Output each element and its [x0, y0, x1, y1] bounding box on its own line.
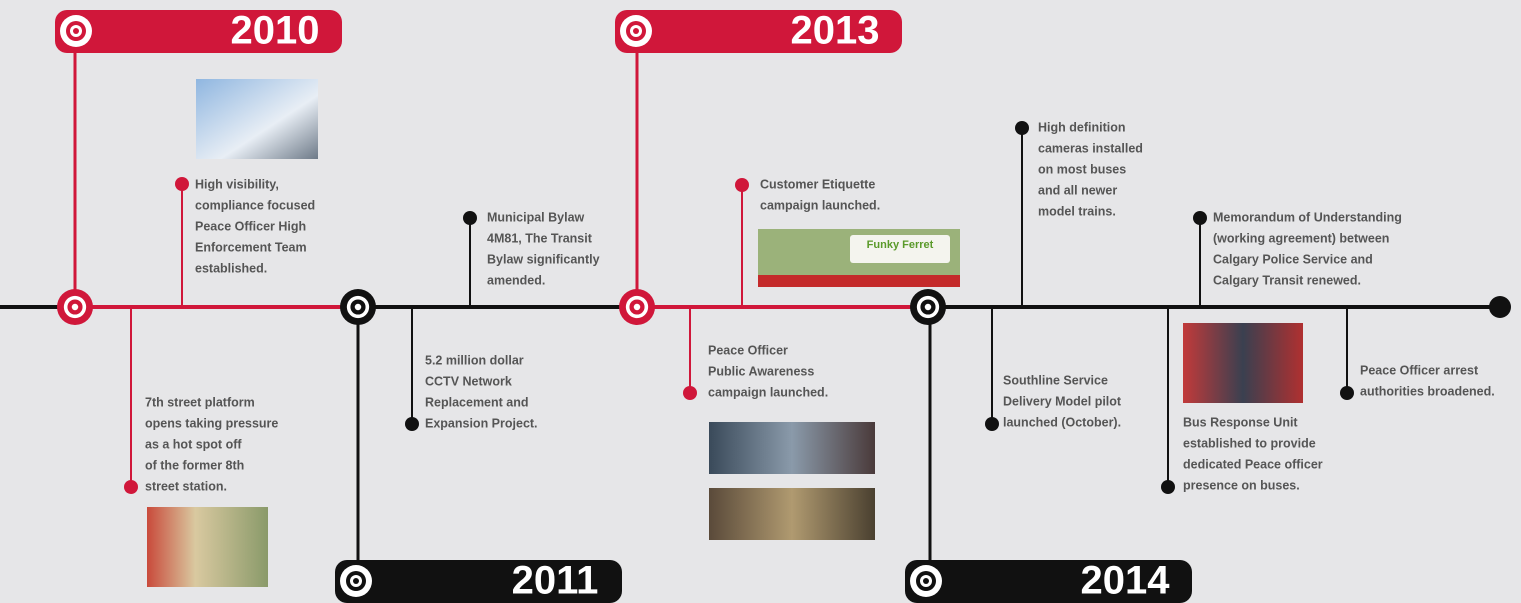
- timeline: Funky Ferret 2010 2011 2013 2014 High visibi…: [0, 0, 1521, 603]
- event-text: Peace Officer High: [195, 219, 306, 233]
- event-text: Calgary Police Service and: [1213, 252, 1373, 266]
- event-text: Calgary Transit renewed.: [1213, 273, 1361, 287]
- photo: [196, 79, 318, 159]
- event-text: Municipal Bylaw: [487, 210, 585, 224]
- event-text: established.: [195, 261, 267, 275]
- event-dot: [735, 178, 749, 192]
- event-text: CCTV Network: [425, 374, 512, 388]
- banner-text: Funky Ferret: [867, 239, 934, 251]
- event-dot: [1015, 121, 1029, 135]
- event-text: Bylaw significantly: [487, 252, 600, 266]
- photo: [1183, 323, 1303, 403]
- event-dot: [1161, 480, 1175, 494]
- event-text: street station.: [145, 479, 227, 493]
- event-text: of the former 8th: [145, 458, 244, 472]
- event-text: 4M81, The Transit: [487, 231, 593, 245]
- node-ring: [925, 304, 931, 310]
- poster: [709, 422, 875, 474]
- event-text: model trains.: [1038, 204, 1116, 218]
- event-text: launched (October).: [1003, 415, 1121, 429]
- year-label: 2014: [1081, 559, 1171, 603]
- event-text: (working agreement) between: [1213, 231, 1389, 245]
- event-text: on most buses: [1038, 162, 1126, 176]
- event-text: campaign launched.: [708, 385, 828, 399]
- node-ring: [72, 304, 78, 310]
- event-text: Public Awareness: [708, 364, 814, 378]
- event-text: campaign launched.: [760, 198, 880, 212]
- event-text: High definition: [1038, 120, 1125, 134]
- event-text: opens taking pressure: [145, 416, 278, 430]
- event-text: authorities broadened.: [1360, 384, 1495, 398]
- event-dot: [683, 386, 697, 400]
- badge-icon: [633, 28, 639, 34]
- node-ring: [355, 304, 361, 310]
- event-text: presence on buses.: [1183, 478, 1300, 492]
- event-text: 7th street platform: [145, 395, 255, 409]
- badge-icon: [73, 28, 79, 34]
- badge-icon: [353, 578, 359, 584]
- event-text: High visibility,: [195, 177, 279, 191]
- year-label: 2010: [231, 9, 320, 53]
- event-text: Delivery Model pilot: [1003, 394, 1122, 408]
- event-text: Replacement and: [425, 395, 529, 409]
- event-text: Peace Officer arrest: [1360, 363, 1479, 377]
- event-text: established to provide: [1183, 436, 1316, 450]
- year-label: 2011: [512, 559, 599, 603]
- event-dot: [175, 177, 189, 191]
- event-text: Expansion Project.: [425, 416, 538, 430]
- banner-strip: [758, 275, 960, 287]
- event-text: cameras installed: [1038, 141, 1143, 155]
- event-text: Bus Response Unit: [1183, 415, 1298, 429]
- event-dot: [124, 480, 138, 494]
- badge-icon: [923, 578, 929, 584]
- end-dot: [1489, 296, 1511, 318]
- event-text: Southline Service: [1003, 373, 1108, 387]
- event-dot: [405, 417, 419, 431]
- event-text: Memorandum of Understanding: [1213, 210, 1402, 224]
- event-text: as a hot spot off: [145, 437, 242, 451]
- poster: [709, 488, 875, 540]
- node-ring: [634, 304, 640, 310]
- event-dot: [1193, 211, 1207, 225]
- event-text: 5.2 million dollar: [425, 353, 524, 367]
- event-text: Customer Etiquette: [760, 177, 875, 191]
- event-dot: [463, 211, 477, 225]
- event-text: compliance focused: [195, 198, 315, 212]
- event-text: Enforcement Team: [195, 240, 307, 254]
- event-text: and all newer: [1038, 183, 1117, 197]
- event-text: amended.: [487, 273, 545, 287]
- event-dot: [1340, 386, 1354, 400]
- photo: [147, 507, 268, 587]
- event-text: dedicated Peace officer: [1183, 457, 1323, 471]
- event-text: Peace Officer: [708, 343, 788, 357]
- year-label: 2013: [791, 9, 880, 53]
- event-dot: [985, 417, 999, 431]
